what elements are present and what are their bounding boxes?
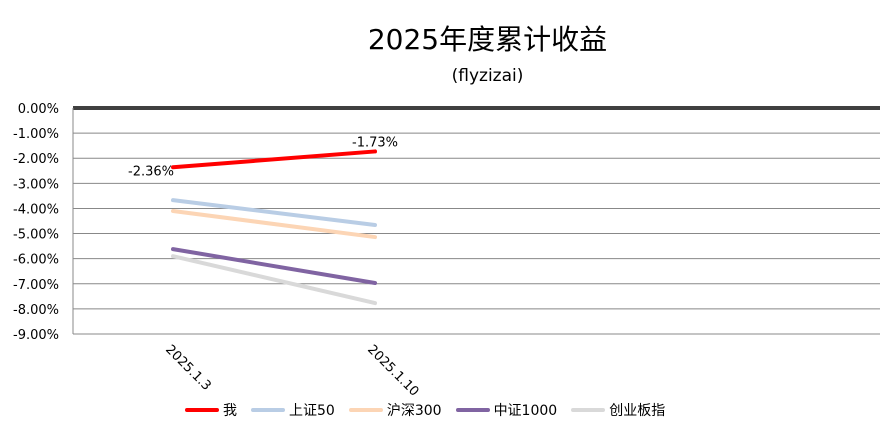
y-tick-label: -3.00% (13, 177, 59, 192)
y-tick-label: -1.00% (13, 127, 59, 142)
legend: 我 上证50 沪深300 中证1000 创业板指 (185, 400, 665, 420)
legend-item: 上证50 (251, 400, 335, 420)
legend-swatch (455, 408, 490, 412)
legend-item: 沪深300 (348, 400, 442, 420)
legend-item: 创业板指 (571, 400, 665, 420)
series-line (171, 254, 377, 306)
chart-title: 2025年度累计收益 (367, 23, 608, 56)
legend-swatch (348, 408, 383, 412)
data-label: -1.73% (352, 135, 398, 150)
x-tick-label: 2025.1.3 (162, 342, 214, 394)
y-tick-label: -4.00% (13, 202, 59, 217)
legend-label: 中证1000 (493, 403, 558, 419)
legend-swatch (571, 408, 606, 412)
series-line (171, 149, 377, 170)
y-tick-label: -8.00% (13, 303, 59, 318)
y-tick-label: -5.00% (13, 228, 59, 243)
y-tick-label: -6.00% (13, 253, 59, 268)
x-tick-label: 2025.1.10 (364, 342, 421, 399)
series-line (171, 208, 377, 240)
y-tick-label: -9.00% (13, 328, 59, 343)
legend-label: 创业板指 (609, 403, 666, 419)
chart-subtitle: (flyzizai) (451, 66, 524, 86)
legend-label: 沪深300 (386, 403, 442, 419)
legend-item: 我 (185, 400, 237, 420)
y-tick-label: -2.00% (13, 152, 59, 167)
legend-label: 我 (223, 403, 237, 419)
y-tick-label: -7.00% (13, 278, 59, 293)
series-line (171, 198, 377, 228)
y-tick-label: 0.00% (18, 102, 59, 117)
legend-swatch (185, 408, 219, 412)
data-label: -2.36% (128, 164, 174, 179)
legend-swatch (251, 408, 285, 412)
series-line (171, 247, 377, 286)
legend-item: 中证1000 (455, 400, 558, 420)
legend-label: 上证50 (289, 403, 335, 419)
